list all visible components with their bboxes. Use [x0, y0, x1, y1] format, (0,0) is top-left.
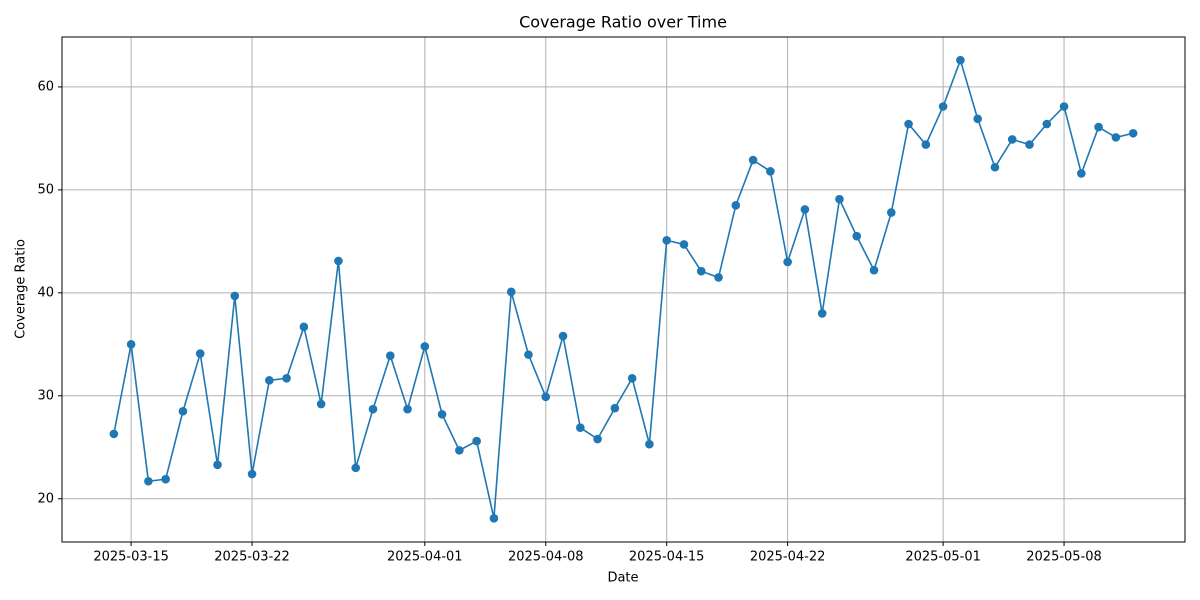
point [990, 162, 1000, 172]
point [265, 376, 274, 385]
point [472, 436, 481, 446]
x-tick-label: 2025-03-22 [214, 550, 290, 565]
point [1077, 169, 1086, 178]
x-tick-label: 2025-04-22 [750, 550, 826, 565]
point [1042, 119, 1052, 129]
plot-frame [61, 36, 1186, 543]
point [714, 273, 723, 282]
point [904, 119, 913, 129]
point [1094, 122, 1103, 132]
point [610, 403, 620, 413]
point [662, 236, 671, 245]
point [817, 309, 827, 318]
x-axis-label: Date [607, 571, 638, 586]
point [1007, 135, 1017, 144]
x-tick-label: 2025-04-08 [508, 550, 584, 565]
point [455, 446, 464, 455]
point [247, 469, 257, 479]
point [696, 266, 706, 276]
point [593, 434, 602, 444]
point [1111, 133, 1121, 142]
point [126, 340, 136, 349]
point [213, 460, 222, 470]
point [1128, 128, 1138, 138]
point [956, 55, 965, 65]
point [541, 392, 551, 402]
point [886, 208, 896, 217]
point [645, 439, 654, 449]
point [800, 205, 810, 214]
point [766, 167, 775, 176]
point [576, 423, 585, 433]
x-tick-label: 2025-04-01 [387, 550, 463, 565]
x-tick-label: 2025-05-01 [905, 550, 981, 565]
point [558, 331, 568, 341]
point [230, 291, 240, 301]
point [144, 476, 153, 486]
y-tick-label: 30 [37, 388, 54, 403]
y-tick-label: 50 [37, 182, 54, 197]
point [731, 201, 741, 210]
y-axis-label: Coverage Ratio [14, 239, 29, 339]
point [1059, 102, 1069, 111]
point [316, 399, 326, 409]
point [282, 373, 291, 383]
point [627, 373, 637, 383]
point [334, 256, 343, 266]
point [679, 240, 689, 249]
x-tick-label: 2025-04-15 [629, 550, 705, 565]
point [178, 406, 188, 416]
point [869, 265, 879, 275]
x-tick-label: 2025-03-15 [93, 550, 169, 565]
point [109, 429, 119, 439]
point [835, 194, 844, 204]
y-tick-label: 20 [37, 491, 54, 506]
point [921, 140, 931, 149]
x-tick-label: 2025-05-08 [1026, 550, 1102, 565]
chart-title: Coverage Ratio over Time [519, 13, 727, 32]
point [403, 404, 412, 414]
point [161, 474, 170, 484]
point [524, 350, 533, 359]
point [351, 463, 361, 473]
line [113, 57, 1134, 519]
point [437, 410, 447, 419]
y-tick-label: 60 [37, 79, 54, 94]
point [506, 287, 516, 297]
point [748, 155, 758, 165]
point [368, 404, 378, 414]
point [783, 257, 792, 267]
point [195, 349, 205, 358]
point [938, 102, 948, 111]
point [420, 342, 430, 351]
y-tick-label: 40 [37, 285, 54, 300]
point [489, 514, 499, 523]
point [385, 351, 395, 360]
point [1025, 140, 1034, 149]
point [299, 322, 309, 332]
point [973, 114, 982, 124]
point [852, 231, 862, 241]
